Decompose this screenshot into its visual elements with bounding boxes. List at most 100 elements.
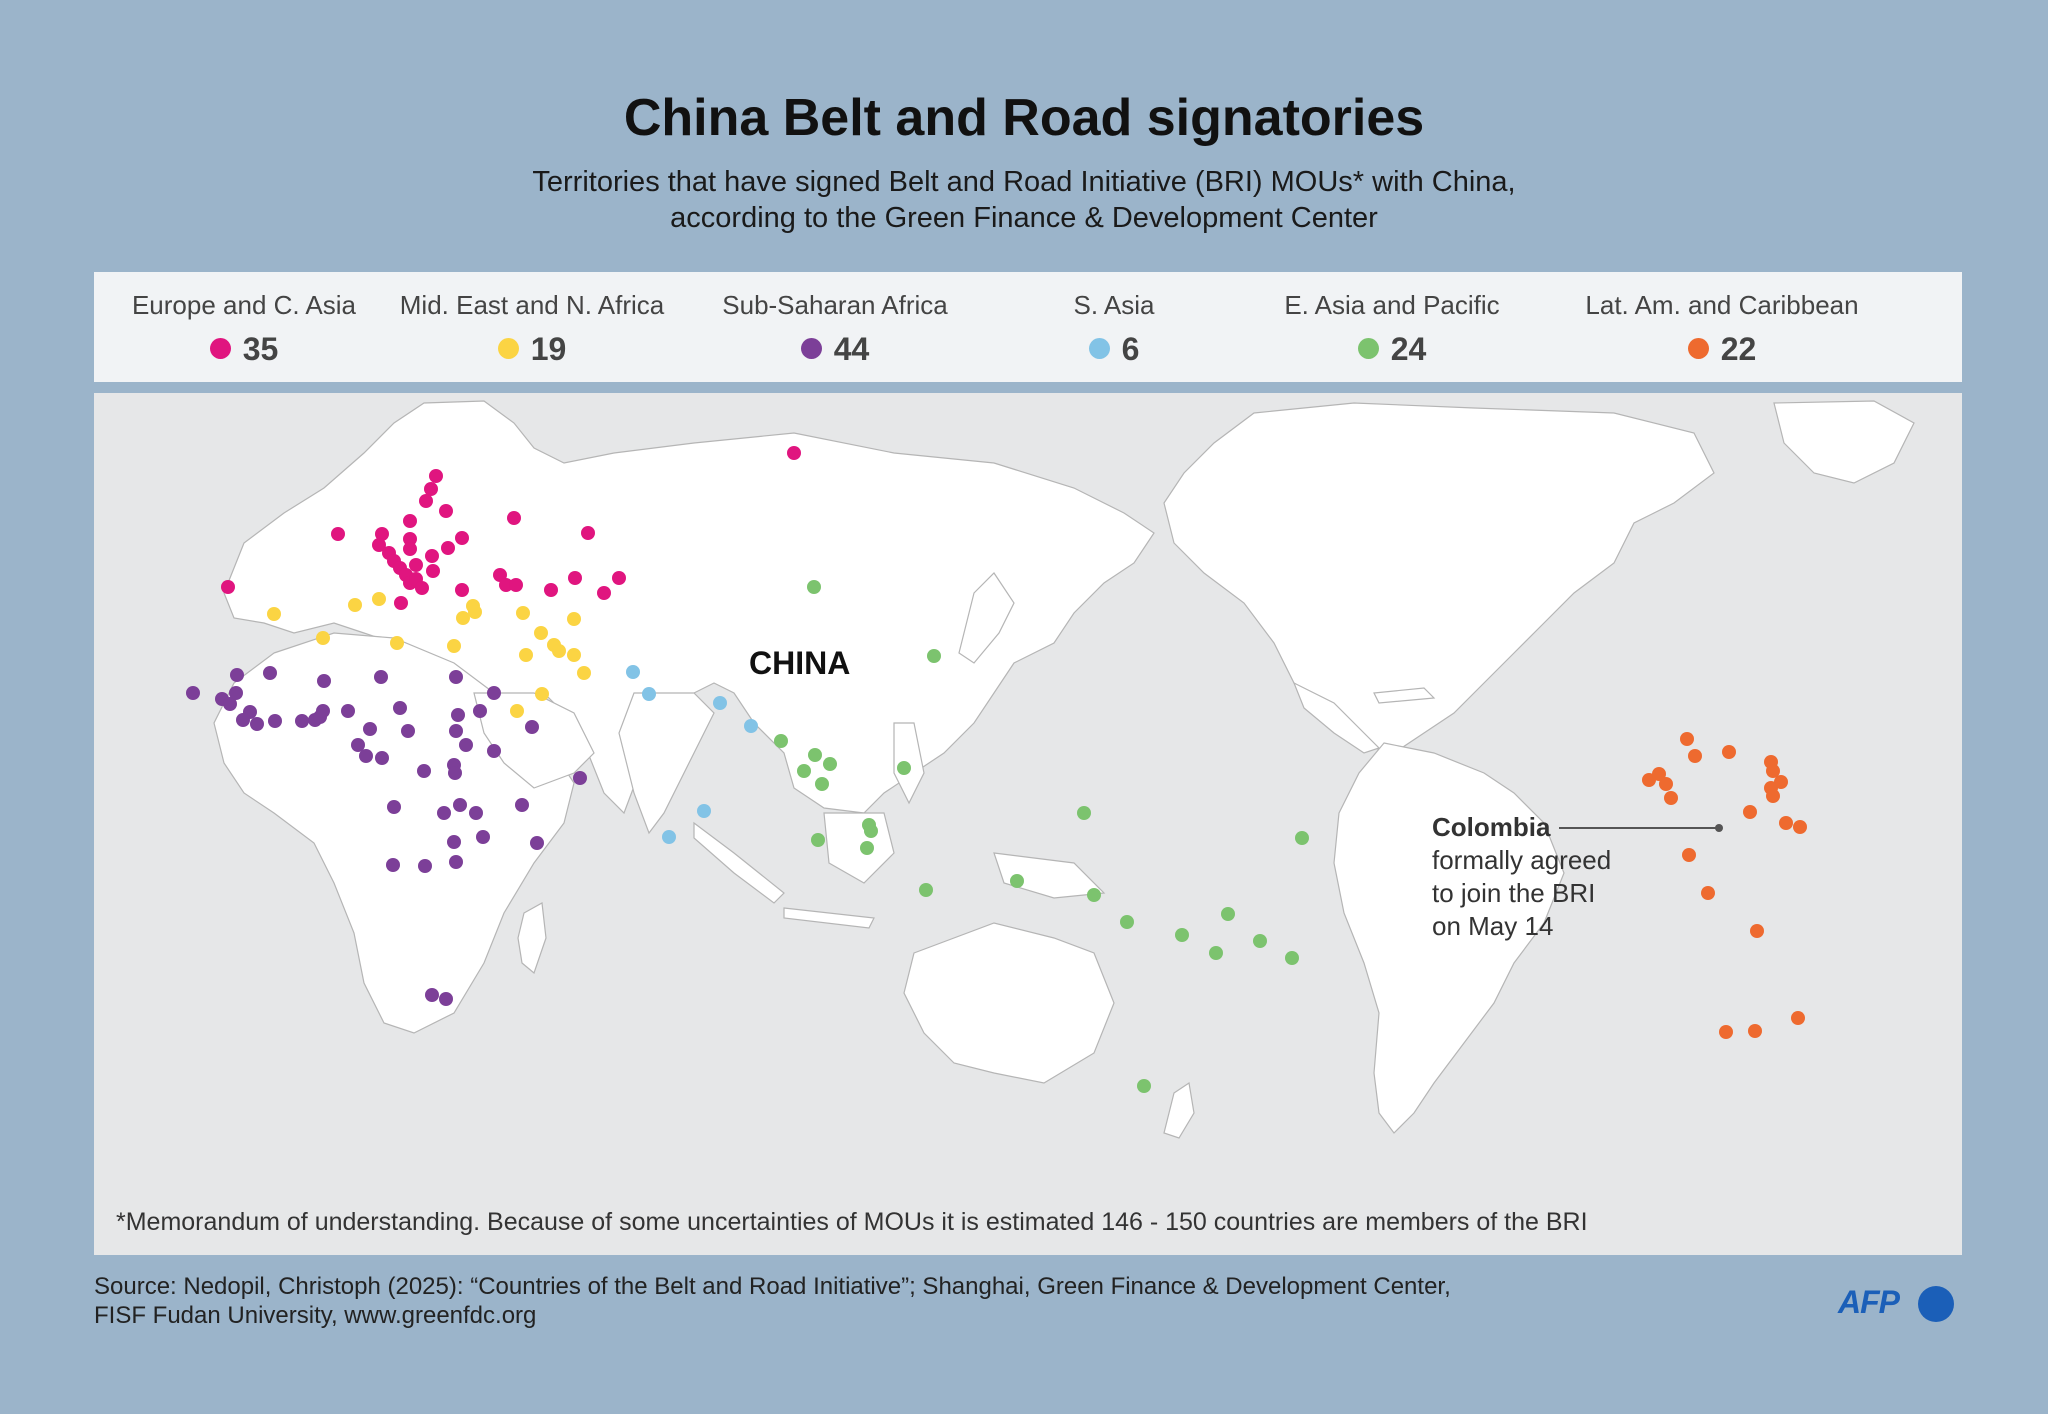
signatory-dot[interactable] [1743,805,1757,819]
signatory-dot[interactable] [535,687,549,701]
signatory-dot[interactable] [510,704,524,718]
signatory-dot[interactable] [449,724,463,738]
signatory-dot[interactable] [401,724,415,738]
signatory-dot[interactable] [451,708,465,722]
signatory-dot[interactable] [823,757,837,771]
signatory-dot[interactable] [351,738,365,752]
signatory-dot[interactable] [223,697,237,711]
signatory-dot[interactable] [1766,789,1780,803]
signatory-dot[interactable] [534,626,548,640]
signatory-dot[interactable] [581,526,595,540]
signatory-dot[interactable] [1688,749,1702,763]
signatory-dot[interactable] [1120,915,1134,929]
signatory-dot[interactable] [439,992,453,1006]
signatory-dot[interactable] [263,666,277,680]
signatory-dot[interactable] [774,734,788,748]
signatory-dot[interactable] [811,833,825,847]
signatory-dot[interactable] [787,446,801,460]
signatory-dot[interactable] [516,606,530,620]
signatory-dot[interactable] [390,636,404,650]
signatory-dot[interactable] [447,835,461,849]
signatory-dot[interactable] [507,511,521,525]
signatory-dot[interactable] [447,639,461,653]
signatory-dot[interactable] [597,586,611,600]
signatory-dot[interactable] [1680,732,1694,746]
signatory-dot[interactable] [186,686,200,700]
signatory-dot[interactable] [1701,886,1715,900]
signatory-dot[interactable] [1010,874,1024,888]
signatory-dot[interactable] [544,583,558,597]
signatory-dot[interactable] [316,631,330,645]
signatory-dot[interactable] [221,580,235,594]
signatory-dot[interactable] [1652,767,1666,781]
signatory-dot[interactable] [1077,806,1091,820]
signatory-dot[interactable] [363,722,377,736]
signatory-dot[interactable] [426,564,440,578]
signatory-dot[interactable] [612,571,626,585]
signatory-dot[interactable] [348,598,362,612]
signatory-dot[interactable] [459,738,473,752]
signatory-dot[interactable] [229,686,243,700]
signatory-dot[interactable] [375,751,389,765]
signatory-dot[interactable] [331,527,345,541]
signatory-dot[interactable] [1137,1079,1151,1093]
signatory-dot[interactable] [864,824,878,838]
signatory-dot[interactable] [250,717,264,731]
signatory-dot[interactable] [415,581,429,595]
signatory-dot[interactable] [473,704,487,718]
signatory-dot[interactable] [448,766,462,780]
signatory-dot[interactable] [626,665,640,679]
signatory-dot[interactable] [341,704,355,718]
signatory-dot[interactable] [236,713,250,727]
signatory-dot[interactable] [927,649,941,663]
signatory-dot[interactable] [568,571,582,585]
signatory-dot[interactable] [1221,907,1235,921]
signatory-dot[interactable] [429,469,443,483]
signatory-dot[interactable] [476,830,490,844]
signatory-dot[interactable] [1766,764,1780,778]
signatory-dot[interactable] [519,648,533,662]
signatory-dot[interactable] [662,830,676,844]
signatory-dot[interactable] [1253,934,1267,948]
signatory-dot[interactable] [509,578,523,592]
signatory-dot[interactable] [1659,777,1673,791]
signatory-dot[interactable] [552,644,566,658]
signatory-dot[interactable] [468,605,482,619]
signatory-dot[interactable] [417,764,431,778]
signatory-dot[interactable] [403,532,417,546]
signatory-dot[interactable] [567,612,581,626]
signatory-dot[interactable] [456,611,470,625]
signatory-dot[interactable] [860,841,874,855]
signatory-dot[interactable] [424,482,438,496]
signatory-dot[interactable] [642,687,656,701]
signatory-dot[interactable] [567,648,581,662]
signatory-dot[interactable] [919,883,933,897]
signatory-dot[interactable] [530,836,544,850]
signatory-dot[interactable] [1779,816,1793,830]
signatory-dot[interactable] [1087,888,1101,902]
signatory-dot[interactable] [267,607,281,621]
signatory-dot[interactable] [268,714,282,728]
signatory-dot[interactable] [469,806,483,820]
signatory-dot[interactable] [295,714,309,728]
signatory-dot[interactable] [418,859,432,873]
signatory-dot[interactable] [1285,951,1299,965]
signatory-dot[interactable] [441,541,455,555]
signatory-dot[interactable] [1664,791,1678,805]
signatory-dot[interactable] [394,596,408,610]
signatory-dot[interactable] [808,748,822,762]
signatory-dot[interactable] [1175,928,1189,942]
signatory-dot[interactable] [425,549,439,563]
signatory-dot[interactable] [317,674,331,688]
signatory-dot[interactable] [419,494,433,508]
signatory-dot[interactable] [1748,1024,1762,1038]
signatory-dot[interactable] [386,858,400,872]
signatory-dot[interactable] [1209,946,1223,960]
signatory-dot[interactable] [439,504,453,518]
signatory-dot[interactable] [573,771,587,785]
signatory-dot[interactable] [455,531,469,545]
signatory-dot[interactable] [897,761,911,775]
signatory-dot[interactable] [1295,831,1309,845]
signatory-dot[interactable] [1791,1011,1805,1025]
signatory-dot[interactable] [487,744,501,758]
